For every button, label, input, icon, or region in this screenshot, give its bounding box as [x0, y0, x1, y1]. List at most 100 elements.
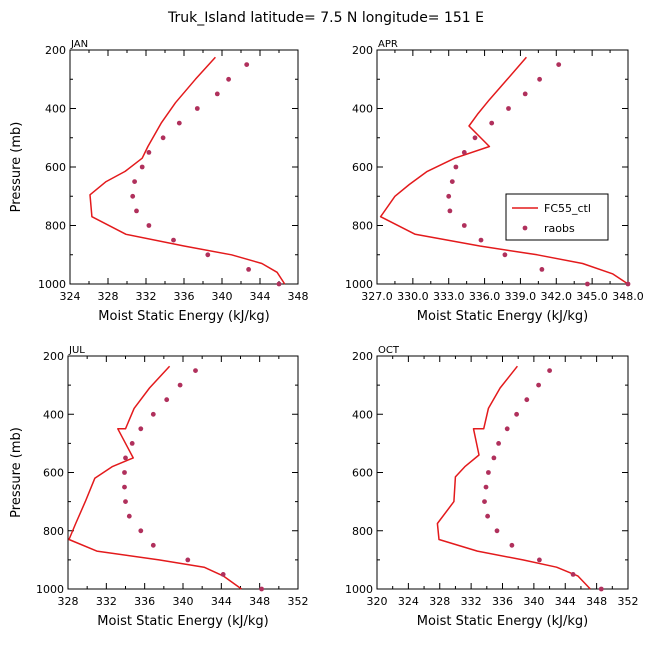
series-line-FC55_ctl	[379, 56, 629, 285]
x-tick-label: 344	[555, 595, 576, 608]
x-tick-label: 348	[288, 290, 309, 303]
data-point-raobs	[537, 76, 542, 82]
data-point-raobs	[150, 542, 156, 548]
series-line-FC55_ctl	[89, 56, 286, 285]
legend-box	[505, 193, 609, 241]
data-point-raobs	[461, 150, 467, 155]
data-point-raobs	[485, 513, 490, 519]
x-tick-label: 339.0	[505, 290, 537, 303]
y-tick-label: 600	[45, 161, 66, 174]
y-tick-label: 1000	[345, 278, 373, 291]
data-point-raobs	[246, 267, 252, 272]
data-point-raobs	[276, 281, 282, 287]
data-point-raobs	[506, 106, 511, 111]
data-point-raobs	[194, 106, 200, 111]
y-tick-label: 600	[352, 467, 373, 480]
data-point-raobs	[556, 62, 562, 67]
data-point-raobs	[522, 91, 528, 97]
data-point-raobs	[539, 267, 545, 272]
panel-label: JAN	[70, 39, 88, 50]
data-point-raobs	[214, 91, 220, 97]
x-tick-label: 324	[398, 595, 419, 608]
x-tick-label: 330.0	[397, 290, 429, 303]
data-point-raobs	[537, 557, 542, 563]
data-point-raobs	[126, 513, 132, 519]
panel-label: OCT	[378, 345, 400, 356]
y-tick-label: 400	[43, 408, 64, 421]
plot-frame	[69, 49, 299, 285]
data-point-raobs	[514, 411, 519, 417]
data-point-raobs	[122, 484, 127, 490]
data-point-raobs	[449, 179, 455, 185]
data-point-raobs	[193, 368, 198, 373]
x-tick-label: 333.0	[433, 290, 465, 303]
data-point-raobs	[226, 76, 232, 82]
x-tick-label: 332	[136, 290, 157, 303]
x-tick-label: 328	[98, 290, 119, 303]
data-point-raobs	[509, 542, 515, 548]
data-point-raobs	[570, 572, 576, 577]
x-tick-label: 348.0	[612, 290, 644, 303]
y-tick-label: 1000	[345, 583, 373, 596]
y-tick-label: 800	[352, 525, 373, 538]
x-tick-label: 336.0	[469, 290, 501, 303]
x-tick-label: 336	[174, 290, 195, 303]
plot-frame	[376, 355, 629, 590]
data-point-raobs	[177, 382, 183, 388]
data-point-raobs	[171, 237, 176, 243]
y-tick-label: 800	[352, 220, 373, 233]
y-tick-label: 800	[45, 220, 66, 233]
data-point-raobs	[134, 208, 139, 214]
data-point-raobs	[486, 470, 491, 475]
data-point-raobs	[123, 455, 128, 461]
data-point-raobs	[598, 586, 604, 592]
data-point-raobs	[130, 193, 136, 199]
x-tick-label: 327.0	[361, 290, 393, 303]
data-point-raobs	[536, 382, 541, 388]
y-tick-label: 1000	[36, 583, 64, 596]
data-point-raobs	[496, 441, 501, 446]
x-tick-label: 320	[367, 595, 388, 608]
data-point-raobs	[138, 426, 144, 432]
data-point-raobs	[129, 441, 135, 446]
x-tick-label: 340	[212, 290, 233, 303]
data-point-raobs	[482, 499, 487, 504]
data-point-raobs	[483, 484, 489, 490]
x-tick-label: 342.0	[541, 290, 573, 303]
data-point-raobs	[123, 499, 128, 504]
data-point-raobs	[446, 193, 452, 199]
series-line-FC55_ctl	[68, 365, 242, 590]
data-point-raobs	[132, 179, 138, 185]
data-point-raobs	[461, 223, 467, 228]
data-point-raobs	[185, 557, 191, 563]
figure-title: Truk_Island latitude= 7.5 N longitude= 1…	[167, 10, 484, 26]
y-tick-label: 200	[45, 44, 66, 57]
series-line-FC55_ctl	[436, 365, 591, 590]
y-tick-label: 200	[352, 350, 373, 363]
y-tick-label: 600	[352, 161, 373, 174]
y-axis-title: Pressure (mb)	[9, 122, 24, 213]
legend-point-swatch	[522, 225, 528, 231]
x-tick-label: 324	[60, 290, 81, 303]
panel-jul: JUL 328 332 336 340 344 348 352 200 400 600 800 1000…	[9, 345, 309, 629]
x-tick-label: 328	[429, 595, 450, 608]
y-tick-label: 600	[43, 467, 64, 480]
data-point-raobs	[447, 208, 453, 214]
x-tick-label: 348	[249, 595, 270, 608]
data-point-raobs	[138, 528, 144, 534]
x-axis-title: Moist Static Energy (kJ/kg)	[417, 309, 588, 324]
x-axis-title: Moist Static Energy (kJ/kg)	[97, 614, 268, 629]
data-point-raobs	[150, 411, 156, 417]
data-point-raobs	[146, 223, 152, 228]
data-point-raobs	[502, 252, 508, 258]
legend-label: FC55_ctl	[544, 202, 591, 215]
data-point-raobs	[205, 252, 211, 258]
x-axis-title: Moist Static Energy (kJ/kg)	[417, 614, 588, 629]
panel-apr: APR 327.0 330.0 333.0 336.0 339.0 342.0 345.0 34…	[345, 39, 644, 324]
x-tick-label: 348	[586, 595, 607, 608]
x-tick-label: 340	[523, 595, 544, 608]
x-axis-title: Moist Static Energy (kJ/kg)	[98, 309, 269, 324]
x-tick-label: 336	[134, 595, 155, 608]
data-point-raobs	[139, 164, 145, 170]
